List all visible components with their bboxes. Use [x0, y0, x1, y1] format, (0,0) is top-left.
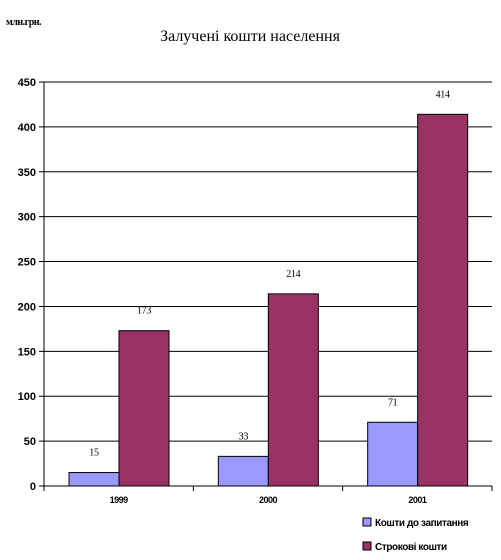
legend: Кошти до запитання Строкові кошти	[362, 517, 469, 553]
y-tick-label: 100	[18, 391, 36, 403]
bars	[68, 113, 469, 487]
y-tick-label: 0	[30, 481, 36, 493]
bar-term-2000	[267, 293, 319, 487]
bar-term-1999	[118, 330, 170, 487]
data-labels: 15 173 33 214 71 414	[89, 89, 450, 458]
y-tick-label: 200	[18, 301, 36, 313]
y-axis: 0 50 100 150 200 250 300 350 400 450	[18, 77, 45, 493]
x-axis: 1999 2000 2001	[43, 485, 493, 505]
legend-swatch	[362, 517, 372, 527]
y-tick-label: 400	[18, 122, 36, 134]
legend-swatch	[362, 541, 372, 551]
bar-demand-2000	[217, 455, 269, 487]
y-tick-label: 450	[18, 77, 36, 89]
legend-label: Кошти до запитання	[375, 518, 469, 529]
data-label: 214	[286, 269, 300, 280]
bar-term-2001	[417, 113, 469, 487]
x-tick-label: 2000	[259, 495, 278, 505]
y-tick-label: 350	[18, 167, 36, 179]
bar-demand-1999	[68, 472, 120, 487]
chart-title: Залучені кошти населення	[160, 28, 341, 45]
unit-label: млн.грн.	[6, 17, 42, 28]
y-tick-label: 50	[24, 436, 36, 448]
x-tick-label: 1999	[110, 495, 129, 505]
y-tick-label: 250	[18, 257, 36, 269]
y-tick-label: 300	[18, 212, 36, 224]
data-label: 15	[89, 448, 99, 459]
bar-demand-2001	[367, 421, 419, 487]
data-label: 33	[239, 431, 249, 442]
data-label: 71	[388, 397, 398, 408]
x-tick-label: 2001	[408, 495, 427, 505]
data-label: 173	[137, 306, 151, 317]
data-label: 414	[436, 89, 450, 100]
legend-label: Строкові кошти	[375, 542, 447, 553]
y-tick-label: 150	[18, 346, 36, 358]
